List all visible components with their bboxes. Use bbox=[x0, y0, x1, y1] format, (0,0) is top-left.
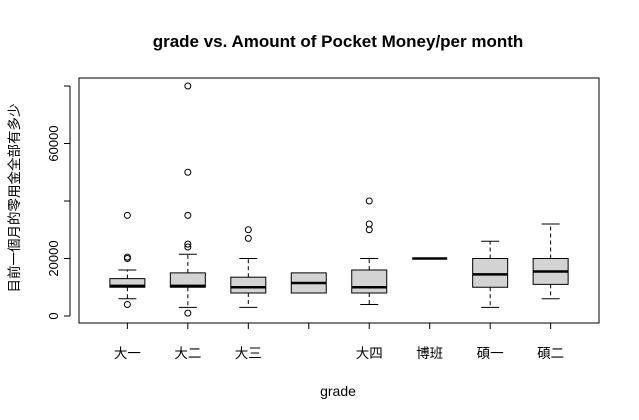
outlier-point bbox=[365, 197, 373, 205]
x-axis: 大一 大二 大三 大四 博班 碩一 碩二 bbox=[114, 322, 564, 362]
outlier-point bbox=[365, 226, 373, 234]
box-iqr bbox=[169, 272, 206, 288]
box-iqr bbox=[230, 276, 267, 294]
outlier-point bbox=[184, 309, 192, 317]
box-3 bbox=[230, 226, 267, 308]
y-axis: 0 20000 60000 bbox=[46, 85, 71, 320]
box-4 bbox=[290, 272, 327, 294]
outlier-point bbox=[184, 82, 192, 90]
y-tick-label: 20000 bbox=[46, 240, 61, 276]
x-tick-label: 大四 bbox=[356, 346, 383, 362]
y-axis-label: 目前一個月的零用金全部有多少 bbox=[6, 104, 23, 293]
outlier-point bbox=[184, 211, 192, 219]
box-7 bbox=[472, 240, 509, 308]
boxes-group bbox=[109, 82, 569, 317]
outlier-point bbox=[123, 301, 131, 308]
chart-title: grade vs. Amount of Pocket Money/per mon… bbox=[153, 32, 524, 51]
plot-frame bbox=[78, 77, 600, 324]
outlier-point bbox=[244, 226, 252, 234]
x-tick-label: 碩一 bbox=[477, 346, 504, 362]
outlier-point bbox=[184, 168, 192, 176]
box-5 bbox=[351, 197, 388, 305]
outlier-point bbox=[123, 253, 131, 261]
y-tick-label: 60000 bbox=[46, 125, 61, 161]
box-8 bbox=[532, 223, 569, 300]
box-iqr bbox=[109, 278, 146, 288]
box-2 bbox=[169, 82, 206, 317]
box-1 bbox=[109, 211, 146, 308]
outlier-point bbox=[123, 211, 131, 219]
x-tick-label: 大二 bbox=[174, 346, 201, 362]
x-tick-label: 大三 bbox=[235, 346, 262, 362]
box-iqr bbox=[351, 269, 388, 294]
box-iqr bbox=[472, 258, 509, 288]
x-tick-label: 大一 bbox=[114, 346, 141, 362]
outlier-point bbox=[184, 240, 192, 248]
outlier-point bbox=[244, 234, 252, 242]
x-tick-label: 碩二 bbox=[537, 346, 564, 362]
x-tick-label: 博班 bbox=[416, 345, 443, 362]
y-tick-label: 0 bbox=[46, 312, 61, 319]
outlier-point bbox=[365, 220, 373, 228]
outlier-point bbox=[184, 243, 192, 251]
x-axis-label: grade bbox=[320, 383, 356, 399]
